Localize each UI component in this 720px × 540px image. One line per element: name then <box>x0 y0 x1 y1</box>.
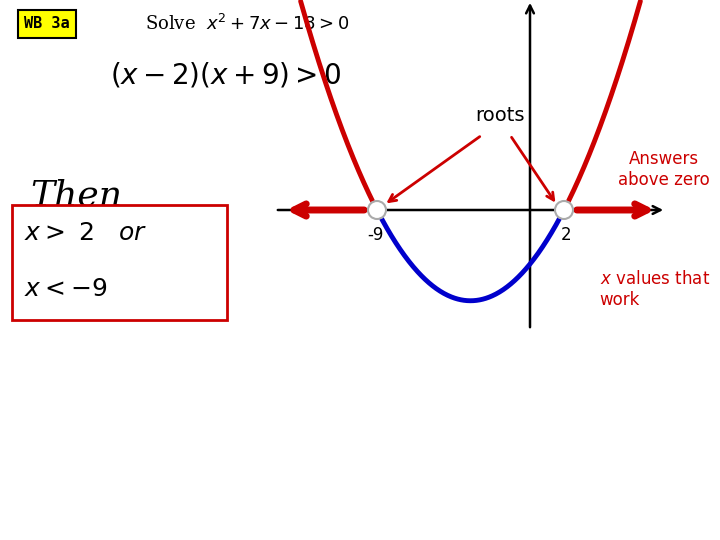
Text: Answers
above zero: Answers above zero <box>618 150 710 189</box>
Text: Solve  $x^2 + 7x - 18 > 0$: Solve $x^2 + 7x - 18 > 0$ <box>145 14 349 34</box>
FancyBboxPatch shape <box>12 205 227 320</box>
Text: -9: -9 <box>366 226 383 244</box>
Text: $x$ values that
work: $x$ values that work <box>600 270 710 309</box>
Text: $x < -9$: $x < -9$ <box>24 279 107 301</box>
Text: $x > \ 2 \ \ \ or$: $x > \ 2 \ \ \ or$ <box>24 221 148 245</box>
Text: Then: Then <box>30 178 122 212</box>
Text: roots: roots <box>475 106 525 125</box>
Text: $(x-2)(x+9)>0$: $(x-2)(x+9)>0$ <box>110 60 341 90</box>
Text: 2: 2 <box>561 226 571 244</box>
Circle shape <box>555 201 573 219</box>
Text: WB 3a: WB 3a <box>24 17 70 31</box>
Circle shape <box>368 201 386 219</box>
